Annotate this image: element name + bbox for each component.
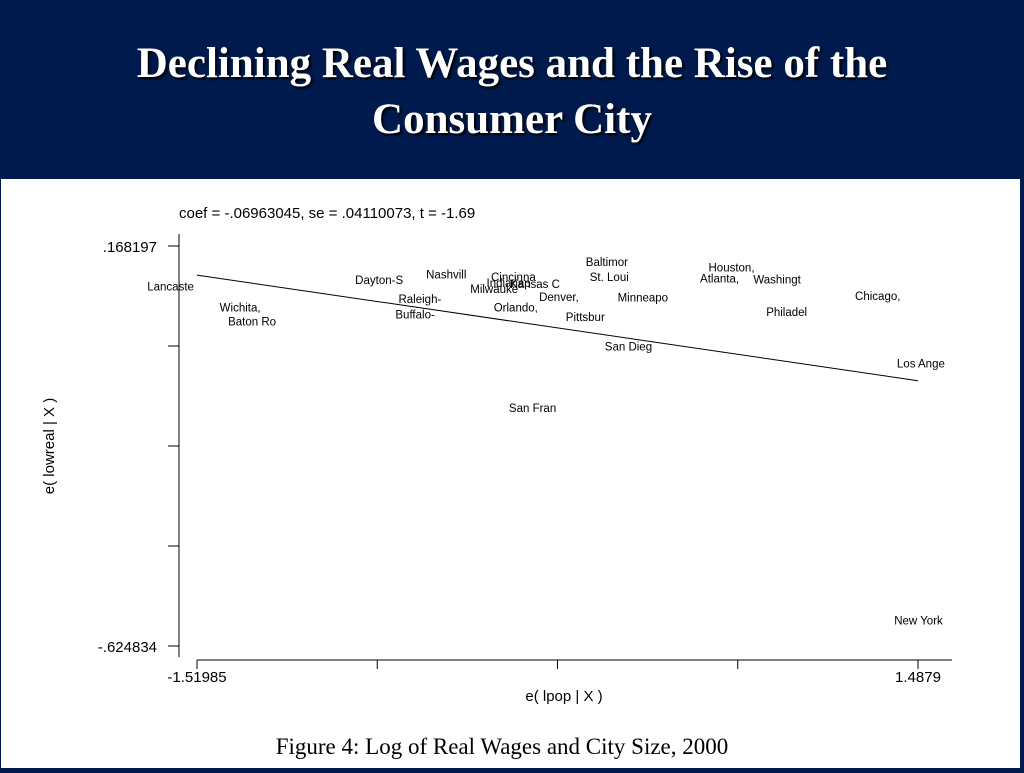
y-tick-label-bottom: -.624834	[98, 639, 157, 656]
data-point-label: Baton Ro	[228, 316, 276, 328]
data-point-label: Philadel	[766, 307, 807, 319]
data-point-label: Dayton-S	[355, 275, 403, 287]
data-point-label: St. Loui	[590, 272, 629, 284]
slide-title-line-2: Consumer City	[372, 96, 652, 143]
data-point-label: Cincinna	[491, 272, 536, 284]
x-ticks	[196, 660, 919, 669]
data-point-label: Atlanta,	[700, 273, 739, 285]
figure-caption: Figure 4: Log of Real Wages and City Siz…	[275, 734, 729, 759]
x-axis-label: e( lpop | X )	[525, 688, 602, 705]
x-tick-label-left: -1.51985	[167, 669, 226, 686]
data-point-labels: Lancaste Wichita,Baton Ro Dayton-S Nashvill…	[147, 257, 945, 627]
data-point-label: Denver,	[539, 292, 579, 304]
y-axis-label: e( lowreal | X )	[41, 398, 58, 494]
data-point-label: Minneapo	[618, 293, 669, 305]
data-point-label: Los Ange	[897, 359, 945, 371]
slide-title: Declining Real Wages and the Rise of the…	[0, 36, 1024, 148]
data-point-label: Wichita,	[220, 303, 261, 315]
chart-annotation: coef = -.06963045, se = .04110073, t = -…	[179, 205, 475, 222]
data-point-label: Nashvill	[426, 269, 466, 281]
data-point-label: New York	[894, 615, 943, 627]
y-tick-label-top: .168197	[103, 239, 157, 256]
slide-title-line-1: Declining Real Wages and the Rise of the	[136, 40, 888, 87]
fit-line	[196, 274, 919, 382]
data-point-label: Indianap	[487, 278, 531, 290]
y-ticks	[168, 245, 179, 647]
data-point-label: Raleigh-	[398, 294, 441, 306]
data-point-label: Kansas C	[510, 279, 560, 291]
data-point-label: Baltimor	[586, 257, 628, 269]
data-point-label: Washingt	[753, 274, 801, 286]
data-point-label: Houston,	[709, 262, 755, 274]
figure-panel: coef = -.06963045, se = .04110073, t = -…	[1, 179, 1020, 768]
x-tick-label-right: 1.4879	[895, 669, 941, 686]
data-point-label: Orlando,	[494, 303, 538, 315]
data-point-label: Buffalo-	[395, 310, 435, 322]
data-point-label: Milwauke	[470, 284, 518, 296]
scatter-chart: coef = -.06963045, se = .04110073, t = -…	[41, 205, 952, 705]
data-point-label: Pittsbur	[566, 312, 605, 324]
data-point-label: San Dieg	[605, 341, 652, 353]
data-point-label: Chicago,	[855, 291, 900, 303]
data-point-label: Lancaste	[147, 281, 194, 293]
data-point-label: San Fran	[509, 403, 556, 415]
